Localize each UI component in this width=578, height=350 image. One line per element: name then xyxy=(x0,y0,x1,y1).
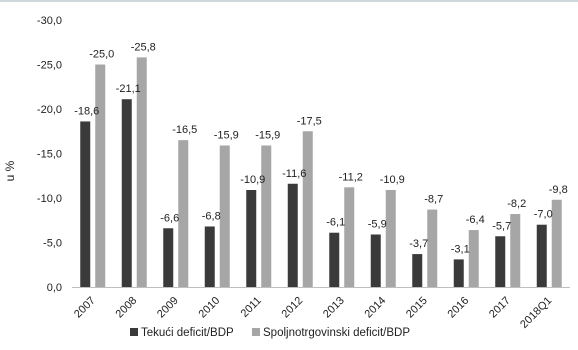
y-tick-label: -15,0 xyxy=(37,149,62,161)
legend-label-spoljnotrgovinski: Spoljnotrgovinski deficit/BDP xyxy=(263,327,410,339)
x-tick-label: 2009 xyxy=(155,295,181,321)
x-tick-label: 2017 xyxy=(487,295,513,321)
bar-spoljnotrgovinski-deficit xyxy=(551,199,562,287)
bar-spoljnotrgovinski-deficit xyxy=(427,209,438,287)
bar-tekuci-deficit xyxy=(370,234,381,287)
bar-tekuci-deficit xyxy=(453,259,464,287)
data-label: -5,9 xyxy=(368,218,387,230)
data-label: -15,9 xyxy=(255,129,280,141)
x-tick-label: 2015 xyxy=(404,295,430,321)
x-tick-label: 2012 xyxy=(280,295,306,321)
bar-spoljnotrgovinski-deficit xyxy=(261,145,272,287)
x-tick-label: 2018Q1 xyxy=(518,295,554,331)
legend: Tekući deficit/BDP Spoljnotrgovinski defi… xyxy=(130,327,410,339)
data-label: -11,6 xyxy=(282,168,306,180)
bar-tekuci-deficit xyxy=(121,99,132,288)
bar-tekuci-deficit xyxy=(536,224,547,287)
x-tick-label: 2010 xyxy=(197,295,223,321)
bar-spoljnotrgovinski-deficit xyxy=(95,64,106,287)
bars xyxy=(80,57,562,288)
bar-spoljnotrgovinski-deficit xyxy=(178,140,189,287)
bar-tekuci-deficit xyxy=(412,254,423,287)
data-label: -6,1 xyxy=(326,217,345,229)
data-label: -6,8 xyxy=(202,210,221,222)
data-label: -6,4 xyxy=(466,214,485,226)
y-axis-ticks: 0,0 -5,0 -10,0 -15,0 -20,0 -25,0 -30,0 xyxy=(37,15,62,294)
data-label: -5,7 xyxy=(492,220,511,232)
x-tick-label: 2016 xyxy=(446,295,472,321)
bar-tekuci-deficit xyxy=(80,121,91,288)
data-label: -10,9 xyxy=(240,174,265,186)
data-label: -25,0 xyxy=(89,49,114,61)
bar-tekuci-deficit xyxy=(246,189,257,287)
data-label: -7,0 xyxy=(534,209,553,221)
data-label: -3,7 xyxy=(409,238,428,250)
data-label: -10,9 xyxy=(380,174,405,186)
data-label: -18,6 xyxy=(74,105,99,117)
bar-spoljnotrgovinski-deficit xyxy=(219,145,230,287)
x-tick-label: 2007 xyxy=(72,295,98,321)
x-tick-label: 2013 xyxy=(321,295,347,321)
bar-tekuci-deficit xyxy=(163,228,174,287)
bar-spoljnotrgovinski-deficit xyxy=(510,214,521,287)
y-tick-label: -10,0 xyxy=(37,193,62,205)
x-tick-label: 2008 xyxy=(114,295,140,321)
y-tick-label: -5,0 xyxy=(43,238,62,250)
y-tick-label: -25,0 xyxy=(37,60,62,72)
x-axis-ticks: 2007 2008 2009 2010 2011 2012 2013 2014 2015 2016… xyxy=(72,295,554,331)
y-axis-label: u % xyxy=(3,160,17,181)
data-label: -11,2 xyxy=(339,171,363,183)
bar-tekuci-deficit xyxy=(495,236,506,287)
data-label: -15,9 xyxy=(214,129,239,141)
bar-spoljnotrgovinski-deficit xyxy=(136,57,147,287)
data-label: -25,8 xyxy=(131,41,156,53)
data-label: -6,6 xyxy=(160,212,179,224)
bar-spoljnotrgovinski-deficit xyxy=(344,187,355,287)
x-tick-label: 2011 xyxy=(239,295,264,320)
bar-tekuci-deficit xyxy=(287,183,298,287)
data-label: -8,2 xyxy=(507,198,526,210)
legend-swatch-spoljnotrgovinski xyxy=(252,328,260,336)
data-label: -8,7 xyxy=(424,194,443,206)
bar-tekuci-deficit xyxy=(329,232,340,287)
data-label: -16,5 xyxy=(172,124,197,136)
legend-label-tekuci: Tekući deficit/BDP xyxy=(141,327,234,339)
legend-swatch-tekuci xyxy=(130,328,138,336)
data-labels: -18,6 -25,0 -21,1 -25,8 -6,6 -16,5 -6,8 -15,9 -1… xyxy=(74,41,568,255)
bar-spoljnotrgovinski-deficit xyxy=(385,189,396,287)
data-label: -17,5 xyxy=(297,115,322,127)
y-tick-label: 0,0 xyxy=(47,282,62,294)
data-label: -3,1 xyxy=(451,243,470,255)
y-tick-label: -20,0 xyxy=(37,104,62,116)
x-tick-label: 2014 xyxy=(363,295,389,321)
data-label: -21,1 xyxy=(116,83,141,95)
bar-spoljnotrgovinski-deficit xyxy=(468,230,479,287)
y-tick-label: -30,0 xyxy=(37,15,62,27)
data-label: -9,8 xyxy=(549,184,568,196)
bar-spoljnotrgovinski-deficit xyxy=(302,131,313,287)
bar-tekuci-deficit xyxy=(204,226,215,287)
